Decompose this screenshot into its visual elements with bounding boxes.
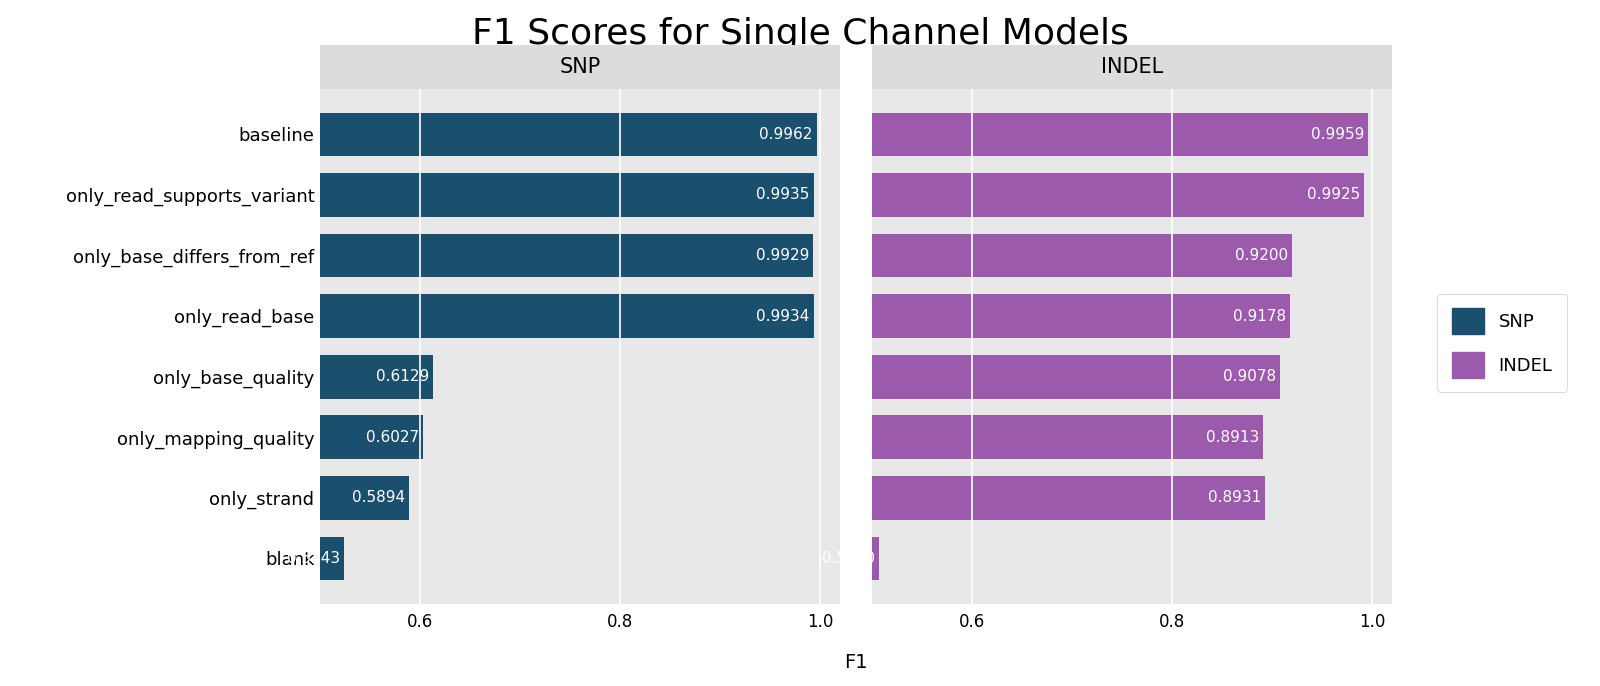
Text: 0.8931: 0.8931 bbox=[1208, 490, 1261, 506]
Text: 0.6027: 0.6027 bbox=[366, 430, 419, 445]
Bar bbox=[0, 536, 344, 580]
Bar bbox=[0, 476, 410, 520]
Bar bbox=[371, 113, 1368, 156]
Bar bbox=[371, 173, 1365, 217]
Bar bbox=[371, 355, 1280, 399]
Bar bbox=[0, 294, 814, 338]
Text: 0.9934: 0.9934 bbox=[757, 309, 810, 324]
Text: 0.9925: 0.9925 bbox=[1307, 187, 1360, 202]
Text: 0.9078: 0.9078 bbox=[1222, 369, 1275, 384]
Text: SNP: SNP bbox=[560, 57, 602, 77]
Text: 0.9200: 0.9200 bbox=[1235, 248, 1288, 263]
Bar bbox=[371, 294, 1290, 338]
Bar bbox=[0, 355, 434, 399]
Text: F1: F1 bbox=[845, 653, 867, 672]
Bar bbox=[0, 113, 816, 156]
Text: 0.5894: 0.5894 bbox=[352, 490, 405, 506]
Text: 0.9178: 0.9178 bbox=[1232, 309, 1286, 324]
Text: 0.9935: 0.9935 bbox=[757, 187, 810, 202]
Bar bbox=[371, 476, 1266, 520]
Text: 0.5070: 0.5070 bbox=[822, 551, 875, 566]
Text: 0.9962: 0.9962 bbox=[758, 127, 813, 142]
Bar bbox=[371, 416, 1264, 459]
Text: INDEL: INDEL bbox=[1101, 57, 1163, 77]
Bar bbox=[371, 234, 1291, 277]
Bar bbox=[0, 173, 814, 217]
Text: 0.8913: 0.8913 bbox=[1206, 430, 1259, 445]
Text: 0.9959: 0.9959 bbox=[1310, 127, 1363, 142]
Text: F1 Scores for Single Channel Models: F1 Scores for Single Channel Models bbox=[472, 17, 1128, 51]
Bar bbox=[0, 234, 813, 277]
Text: 0.5243: 0.5243 bbox=[286, 551, 341, 566]
Text: 0.6129: 0.6129 bbox=[376, 369, 429, 384]
Text: 0.9929: 0.9929 bbox=[755, 248, 810, 263]
Legend: SNP, INDEL: SNP, INDEL bbox=[1437, 294, 1566, 392]
Bar bbox=[0, 416, 422, 459]
Bar bbox=[371, 536, 878, 580]
